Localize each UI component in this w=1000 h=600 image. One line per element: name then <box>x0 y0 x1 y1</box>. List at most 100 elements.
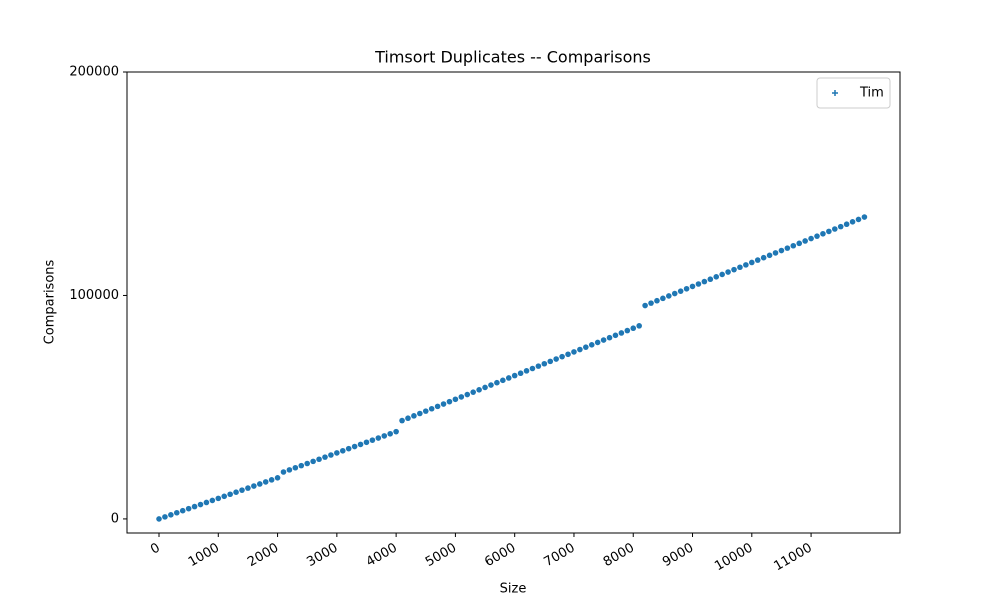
point <box>494 379 500 386</box>
point <box>298 462 305 469</box>
point <box>713 274 720 280</box>
point <box>642 302 648 309</box>
point <box>179 507 186 514</box>
point <box>796 240 803 247</box>
point <box>239 487 245 493</box>
point <box>571 349 577 355</box>
point <box>677 288 684 294</box>
point <box>671 290 678 297</box>
point <box>363 439 370 446</box>
point <box>577 346 583 353</box>
point <box>411 413 417 419</box>
y-tick-label: 200000 <box>69 65 119 80</box>
point <box>345 445 352 452</box>
point <box>304 460 311 467</box>
point <box>191 503 198 510</box>
point <box>434 403 441 410</box>
point <box>731 266 737 273</box>
y-tick-label: 0 <box>111 511 119 526</box>
point <box>452 396 459 403</box>
point <box>446 398 453 405</box>
point <box>268 477 275 483</box>
point <box>156 516 162 522</box>
point <box>440 401 447 407</box>
point <box>861 214 868 220</box>
legend-marker <box>832 90 838 96</box>
point <box>772 250 779 256</box>
point <box>215 495 222 502</box>
point <box>612 332 619 339</box>
point <box>737 264 743 271</box>
point <box>707 276 714 283</box>
point <box>274 475 281 481</box>
point <box>618 330 625 336</box>
point <box>654 297 660 304</box>
point <box>428 405 435 412</box>
point <box>588 342 595 348</box>
point <box>636 323 642 329</box>
point <box>488 382 494 388</box>
point <box>286 467 293 473</box>
point <box>369 437 376 443</box>
point <box>280 469 287 475</box>
y-axis-label: Comparisons <box>43 259 58 344</box>
point <box>464 391 471 398</box>
point <box>422 408 429 414</box>
legend-box <box>816 77 891 109</box>
point <box>606 334 613 341</box>
point <box>316 456 322 463</box>
point <box>814 233 820 239</box>
point <box>523 368 530 374</box>
point <box>505 375 512 381</box>
point <box>594 339 601 346</box>
point <box>233 489 239 495</box>
point <box>754 257 761 263</box>
point <box>173 509 180 516</box>
point <box>808 235 814 242</box>
point <box>221 493 228 500</box>
point <box>197 501 204 508</box>
point <box>837 223 844 230</box>
point <box>529 365 536 372</box>
point <box>405 415 411 422</box>
y-tick-label: 100000 <box>69 288 119 303</box>
point <box>417 410 423 417</box>
point <box>185 505 192 512</box>
point <box>399 417 405 424</box>
point <box>600 337 607 343</box>
point <box>683 285 690 292</box>
point <box>162 514 168 520</box>
point <box>565 351 571 358</box>
point <box>660 295 666 302</box>
point <box>849 219 856 225</box>
point <box>256 481 263 487</box>
point <box>541 360 548 367</box>
point <box>334 450 340 456</box>
point <box>583 344 589 350</box>
point <box>689 283 696 290</box>
point <box>339 447 346 454</box>
point <box>262 479 269 485</box>
point <box>251 483 257 489</box>
point <box>766 252 773 259</box>
plot-frame <box>126 71 901 534</box>
point <box>381 433 388 439</box>
point <box>458 394 465 400</box>
point <box>209 497 216 504</box>
point <box>725 269 731 275</box>
point <box>387 430 393 437</box>
point <box>227 491 233 498</box>
point <box>820 230 826 237</box>
point <box>760 254 767 261</box>
point <box>535 363 542 369</box>
point <box>500 377 506 384</box>
point <box>784 245 791 251</box>
point <box>292 464 299 471</box>
x-axis-label: Size <box>500 582 527 597</box>
point <box>322 454 328 460</box>
point <box>547 358 554 365</box>
point <box>719 271 725 278</box>
point <box>666 293 672 299</box>
point <box>553 356 559 362</box>
